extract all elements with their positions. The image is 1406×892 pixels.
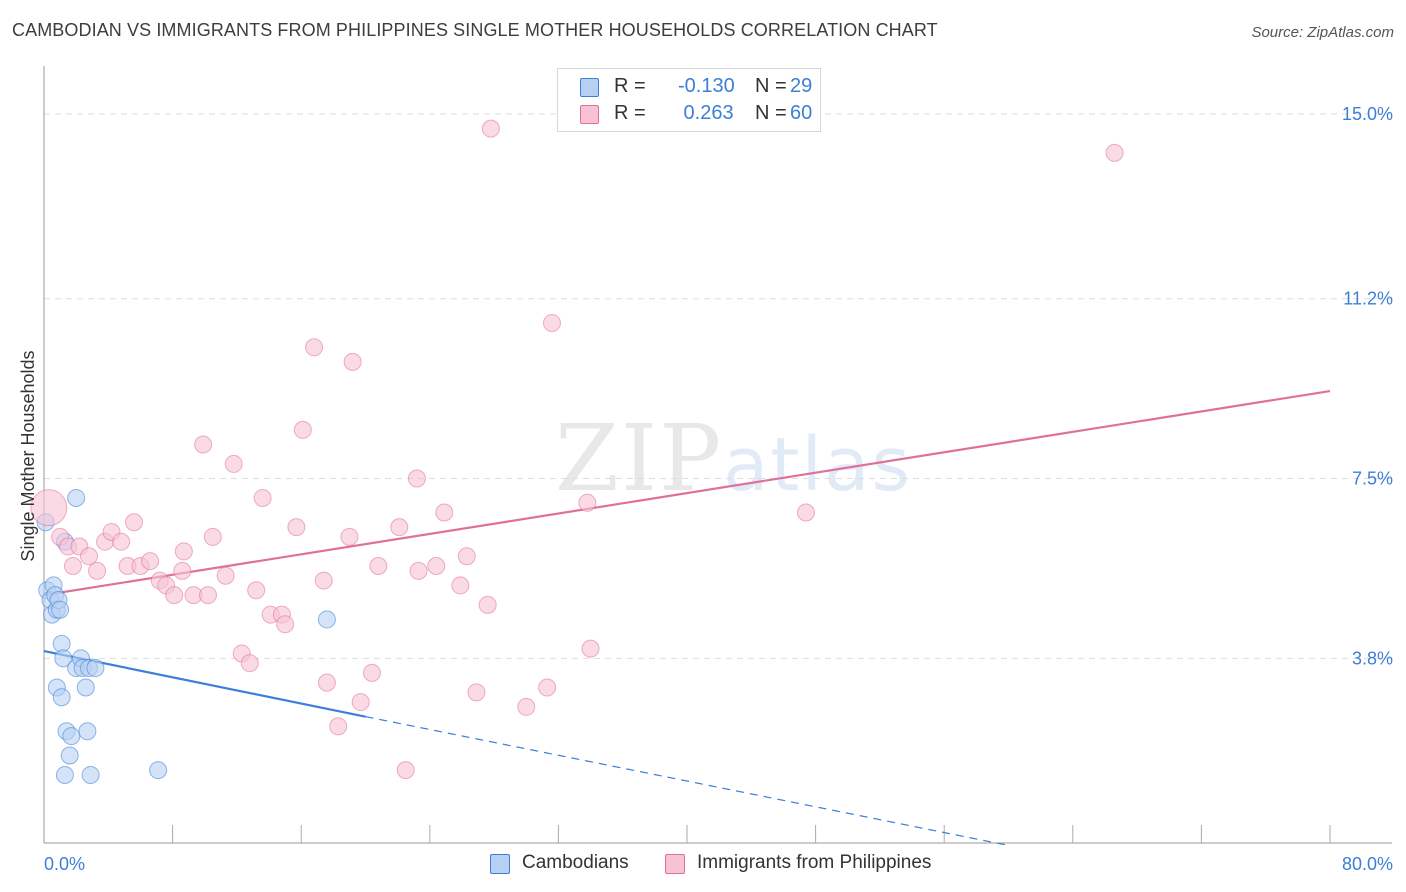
philippines-point — [340, 527, 359, 546]
stats-swatch-blue — [580, 78, 599, 97]
philippines-point — [224, 454, 243, 473]
cambodians-point — [317, 610, 336, 629]
philippines-point — [407, 469, 426, 488]
watermark-atlas: atlas — [723, 422, 912, 508]
stats-r-value: 0.263 — [678, 102, 734, 124]
philippines-point — [203, 527, 222, 546]
philippines-point — [481, 119, 500, 138]
philippines-point — [581, 639, 600, 658]
philippines-point — [467, 683, 486, 702]
grid-layer — [44, 113, 1392, 659]
stats-n-label: N = — [755, 75, 787, 97]
watermark-zip: ZIP — [555, 405, 724, 512]
philippines-point — [112, 532, 131, 551]
philippines-point — [125, 513, 144, 532]
label-layer: 3.8% 7.5% 11.2% 15.0% 0.0% 80.0% Single Mother… — [18, 104, 1393, 874]
point-layer — [30, 119, 1124, 784]
philippines-point — [276, 615, 295, 634]
stats-n-value: 60 — [790, 102, 813, 124]
chart-title: CAMBODIAN VS IMMIGRANTS FROM PHILIPPINES… — [12, 20, 938, 40]
stats-r-value: -0.130 — [678, 75, 735, 97]
y-axis-label: Single Mother Households — [18, 350, 38, 561]
legend-swatch-pink — [665, 854, 685, 874]
philippines-point — [538, 678, 557, 697]
stats-legend-box: R = -0.130 N = 29 R = 0.263 N = 60 — [557, 68, 821, 132]
x-tick-label: 0.0% — [44, 854, 85, 874]
philippines-point — [194, 435, 213, 454]
philippines-point — [427, 556, 446, 575]
philippines-point — [1105, 143, 1124, 162]
x-tick-label: 80.0% — [1342, 854, 1393, 874]
watermark: ZIPatlas — [555, 405, 912, 512]
philippines-point — [796, 503, 815, 522]
legend-swatch-blue — [490, 854, 510, 874]
philippines-point — [409, 561, 428, 580]
philippines-point — [287, 518, 306, 537]
philippines-point — [314, 571, 333, 590]
cambodians-point — [78, 722, 97, 741]
cambodians-point — [54, 649, 73, 668]
cambodians-point — [62, 727, 81, 746]
stats-r-label: R = — [614, 75, 646, 97]
chart-source: Source: ZipAtlas.com — [1251, 24, 1394, 41]
philippines-point — [542, 313, 561, 332]
stats-n-value: 29 — [790, 75, 813, 97]
y-tick-label: 3.8% — [1352, 648, 1393, 668]
philippines-point — [293, 420, 312, 439]
philippines-point — [88, 561, 107, 580]
cambodians-point — [76, 678, 95, 697]
philippines-point — [317, 673, 336, 692]
philippines-point — [329, 717, 348, 736]
cambodians-point — [81, 765, 100, 784]
y-tick-label: 15.0% — [1342, 104, 1393, 124]
cambodians-point — [52, 688, 71, 707]
philippines-point — [240, 654, 259, 673]
philippines-point — [369, 556, 388, 575]
legend-label: Immigrants from Philippines — [697, 852, 932, 873]
philippines-point — [30, 489, 68, 527]
stats-r-label: R = — [614, 102, 646, 124]
stats-n-label: N = — [755, 102, 787, 124]
philippines-point — [165, 586, 184, 605]
philippines-point — [141, 552, 160, 571]
cambodians-point — [149, 761, 168, 780]
cambodians-point — [67, 488, 86, 507]
cambodians-point — [60, 746, 79, 765]
philippines-point — [216, 566, 235, 585]
philippines-point — [63, 556, 82, 575]
philippines-point — [578, 493, 597, 512]
philippines-point — [396, 761, 415, 780]
philippines-point — [435, 503, 454, 522]
philippines-point — [343, 352, 362, 371]
philippines-point — [305, 338, 324, 357]
philippines-point — [457, 547, 476, 566]
philippines-point — [362, 663, 381, 682]
philippines-point — [173, 561, 192, 580]
philippines-point — [451, 576, 470, 595]
philippines-point — [253, 488, 272, 507]
philippines-point — [80, 547, 99, 566]
philippines-point — [478, 595, 497, 614]
philippines-point — [390, 518, 409, 537]
stats-swatch-pink — [580, 105, 599, 124]
philippines-point — [198, 586, 217, 605]
philippines-point — [517, 697, 536, 716]
cambodians-point — [51, 600, 70, 619]
philippines-trendline — [43, 389, 1331, 597]
axis-layer — [43, 66, 1392, 844]
philippines-point — [247, 581, 266, 600]
philippines-point — [174, 542, 193, 561]
y-tick-label: 7.5% — [1352, 469, 1393, 489]
legend-label: Cambodians — [522, 852, 629, 873]
cambodians-trendline-extrapolated — [365, 716, 1009, 847]
cambodians-point — [86, 659, 105, 678]
y-tick-label: 11.2% — [1343, 289, 1393, 309]
cambodians-point — [55, 765, 74, 784]
philippines-point — [351, 693, 370, 712]
